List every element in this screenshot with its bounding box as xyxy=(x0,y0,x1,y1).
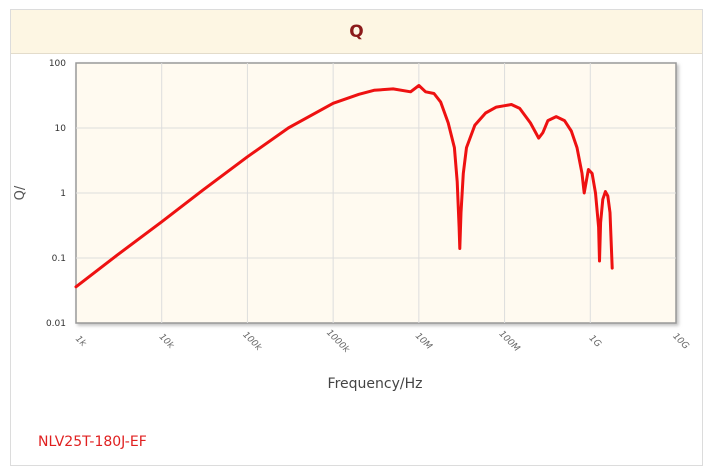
y-axis-label: Q/ xyxy=(13,185,28,200)
y-tick-label: 10 xyxy=(55,124,67,134)
x-tick-label: 1000k xyxy=(324,328,352,356)
grid xyxy=(76,63,676,323)
x-tick-label: 1G xyxy=(587,334,603,350)
y-axis-ticks: 100 10 1 0.1 0.01 xyxy=(46,59,66,329)
chart-title: Q xyxy=(11,10,702,54)
x-tick-label: 10G xyxy=(670,332,690,352)
x-tick-label: 10k xyxy=(157,332,176,351)
x-tick-label: 10M xyxy=(413,331,434,352)
y-tick-label: 100 xyxy=(49,59,66,69)
x-tick-label: 1k xyxy=(73,334,88,349)
q-series-line xyxy=(74,84,614,289)
x-axis-ticks: 1k 10k 100k 1000k 10M 100M 1G 10G xyxy=(73,328,690,356)
part-number-label: NLV25T-180J-EF xyxy=(38,434,147,450)
y-tick-label: 0.1 xyxy=(52,254,66,264)
x-tick-label: 100M xyxy=(497,329,522,354)
y-tick-label: 1 xyxy=(60,189,66,199)
y-tick-label: 0.01 xyxy=(46,319,66,329)
x-tick-label: 100k xyxy=(240,330,263,353)
x-axis-label: Frequency/Hz xyxy=(328,376,423,392)
